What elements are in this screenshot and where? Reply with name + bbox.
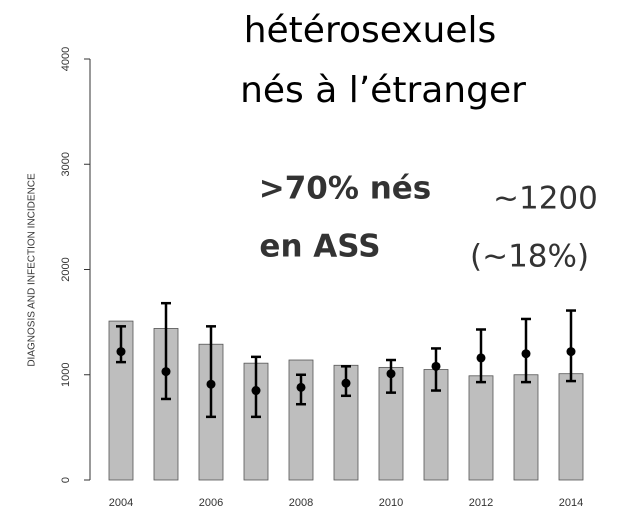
point (161, 367, 171, 377)
x-tick-label: 2006 (199, 497, 223, 509)
point (476, 353, 486, 363)
x-tick-label: 2012 (469, 497, 493, 509)
point (296, 382, 306, 392)
bar (513, 374, 539, 481)
y-tick-label: 2000 (60, 257, 72, 281)
point (341, 378, 351, 388)
bar (558, 373, 584, 481)
annotation: ∼1200 (493, 181, 598, 217)
point (206, 379, 216, 389)
point (431, 361, 441, 371)
y-axis-label: DIAGNOSIS AND INFECTION INCIDENCE (27, 173, 38, 367)
point (116, 347, 126, 357)
annotation: >70% nés (259, 171, 432, 207)
y-tick-label: 0 (60, 477, 72, 483)
y-tick-label: 1000 (60, 363, 72, 387)
x-tick-label: 2010 (379, 497, 403, 509)
point (521, 349, 531, 359)
bar (468, 375, 494, 481)
annotation: en ASS (259, 229, 380, 265)
chart-title: nés à l’étranger (240, 70, 526, 111)
x-tick-label: 2004 (109, 497, 133, 509)
annotation: (∼18%) (470, 239, 589, 275)
point (386, 369, 396, 379)
point (566, 347, 576, 357)
y-tick-label: 3000 (60, 152, 72, 176)
x-tick-label: 2008 (289, 497, 313, 509)
y-tick-label: 4000 (60, 47, 72, 71)
x-tick-label: 2014 (559, 497, 583, 509)
point (251, 386, 261, 396)
chart-title: hétérosexuels (244, 10, 497, 51)
